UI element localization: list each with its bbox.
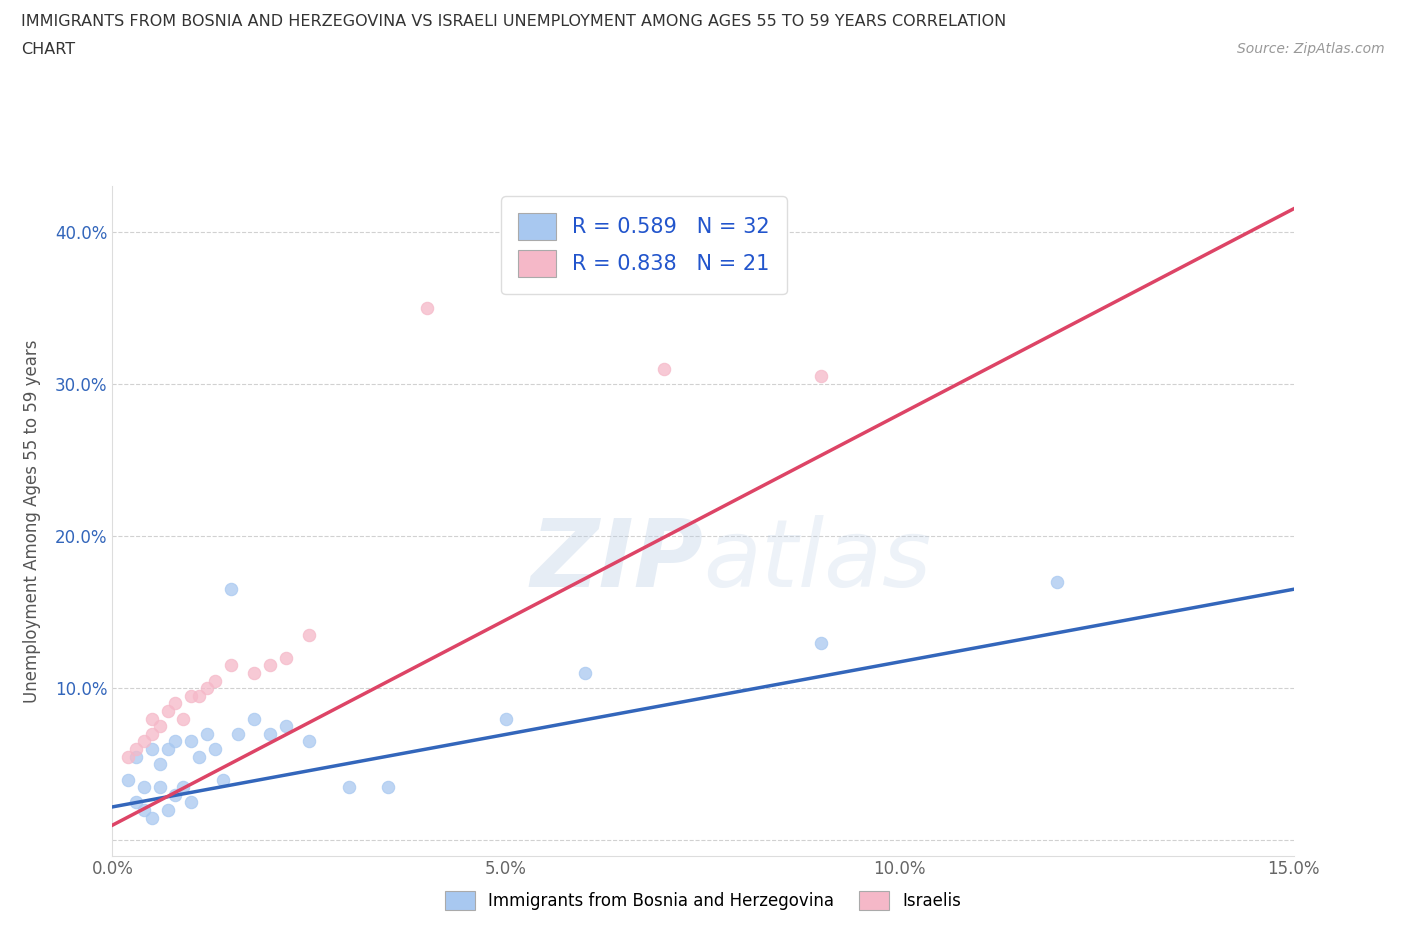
Point xyxy=(195,726,218,741)
Point xyxy=(298,734,321,749)
Point xyxy=(1046,574,1069,589)
Point xyxy=(125,741,148,756)
Point xyxy=(165,696,187,711)
Y-axis label: Unemployment Among Ages 55 to 59 years: Unemployment Among Ages 55 to 59 years xyxy=(24,339,41,702)
Point xyxy=(298,628,321,643)
Text: atlas: atlas xyxy=(703,515,931,606)
Point xyxy=(149,779,172,794)
Point xyxy=(172,779,194,794)
Point xyxy=(188,688,211,703)
Point xyxy=(132,734,155,749)
Point xyxy=(243,711,266,726)
Point xyxy=(141,726,163,741)
Point xyxy=(416,300,439,315)
Point xyxy=(259,658,281,672)
Point xyxy=(204,741,226,756)
Point xyxy=(125,750,148,764)
Point xyxy=(219,582,242,597)
Point xyxy=(652,361,675,376)
Text: ZIP: ZIP xyxy=(530,515,703,607)
Point xyxy=(259,726,281,741)
Legend: R = 0.589   N = 32, R = 0.838   N = 21: R = 0.589 N = 32, R = 0.838 N = 21 xyxy=(502,196,786,294)
Point xyxy=(172,711,194,726)
Point xyxy=(149,757,172,772)
Point xyxy=(274,650,297,665)
Point xyxy=(117,772,139,787)
Point xyxy=(149,719,172,734)
Point xyxy=(141,741,163,756)
Point xyxy=(377,779,399,794)
Point xyxy=(125,795,148,810)
Point xyxy=(180,795,202,810)
Point xyxy=(211,772,233,787)
Point xyxy=(132,803,155,817)
Point xyxy=(195,681,218,696)
Point xyxy=(810,369,832,384)
Point xyxy=(243,666,266,681)
Point xyxy=(219,658,242,672)
Point xyxy=(156,704,179,719)
Point xyxy=(180,734,202,749)
Text: CHART: CHART xyxy=(21,42,75,57)
Point xyxy=(180,688,202,703)
Point xyxy=(165,788,187,803)
Point xyxy=(165,734,187,749)
Point xyxy=(188,750,211,764)
Point xyxy=(274,719,297,734)
Point xyxy=(495,711,517,726)
Point xyxy=(117,750,139,764)
Point xyxy=(156,803,179,817)
Point xyxy=(204,673,226,688)
Point xyxy=(156,741,179,756)
Point xyxy=(228,726,250,741)
Text: Source: ZipAtlas.com: Source: ZipAtlas.com xyxy=(1237,42,1385,56)
Point xyxy=(574,666,596,681)
Point xyxy=(141,810,163,825)
Text: IMMIGRANTS FROM BOSNIA AND HERZEGOVINA VS ISRAELI UNEMPLOYMENT AMONG AGES 55 TO : IMMIGRANTS FROM BOSNIA AND HERZEGOVINA V… xyxy=(21,14,1007,29)
Point xyxy=(337,779,360,794)
Point xyxy=(810,635,832,650)
Point xyxy=(141,711,163,726)
Point xyxy=(132,779,155,794)
Legend: Immigrants from Bosnia and Herzegovina, Israelis: Immigrants from Bosnia and Herzegovina, … xyxy=(439,884,967,917)
